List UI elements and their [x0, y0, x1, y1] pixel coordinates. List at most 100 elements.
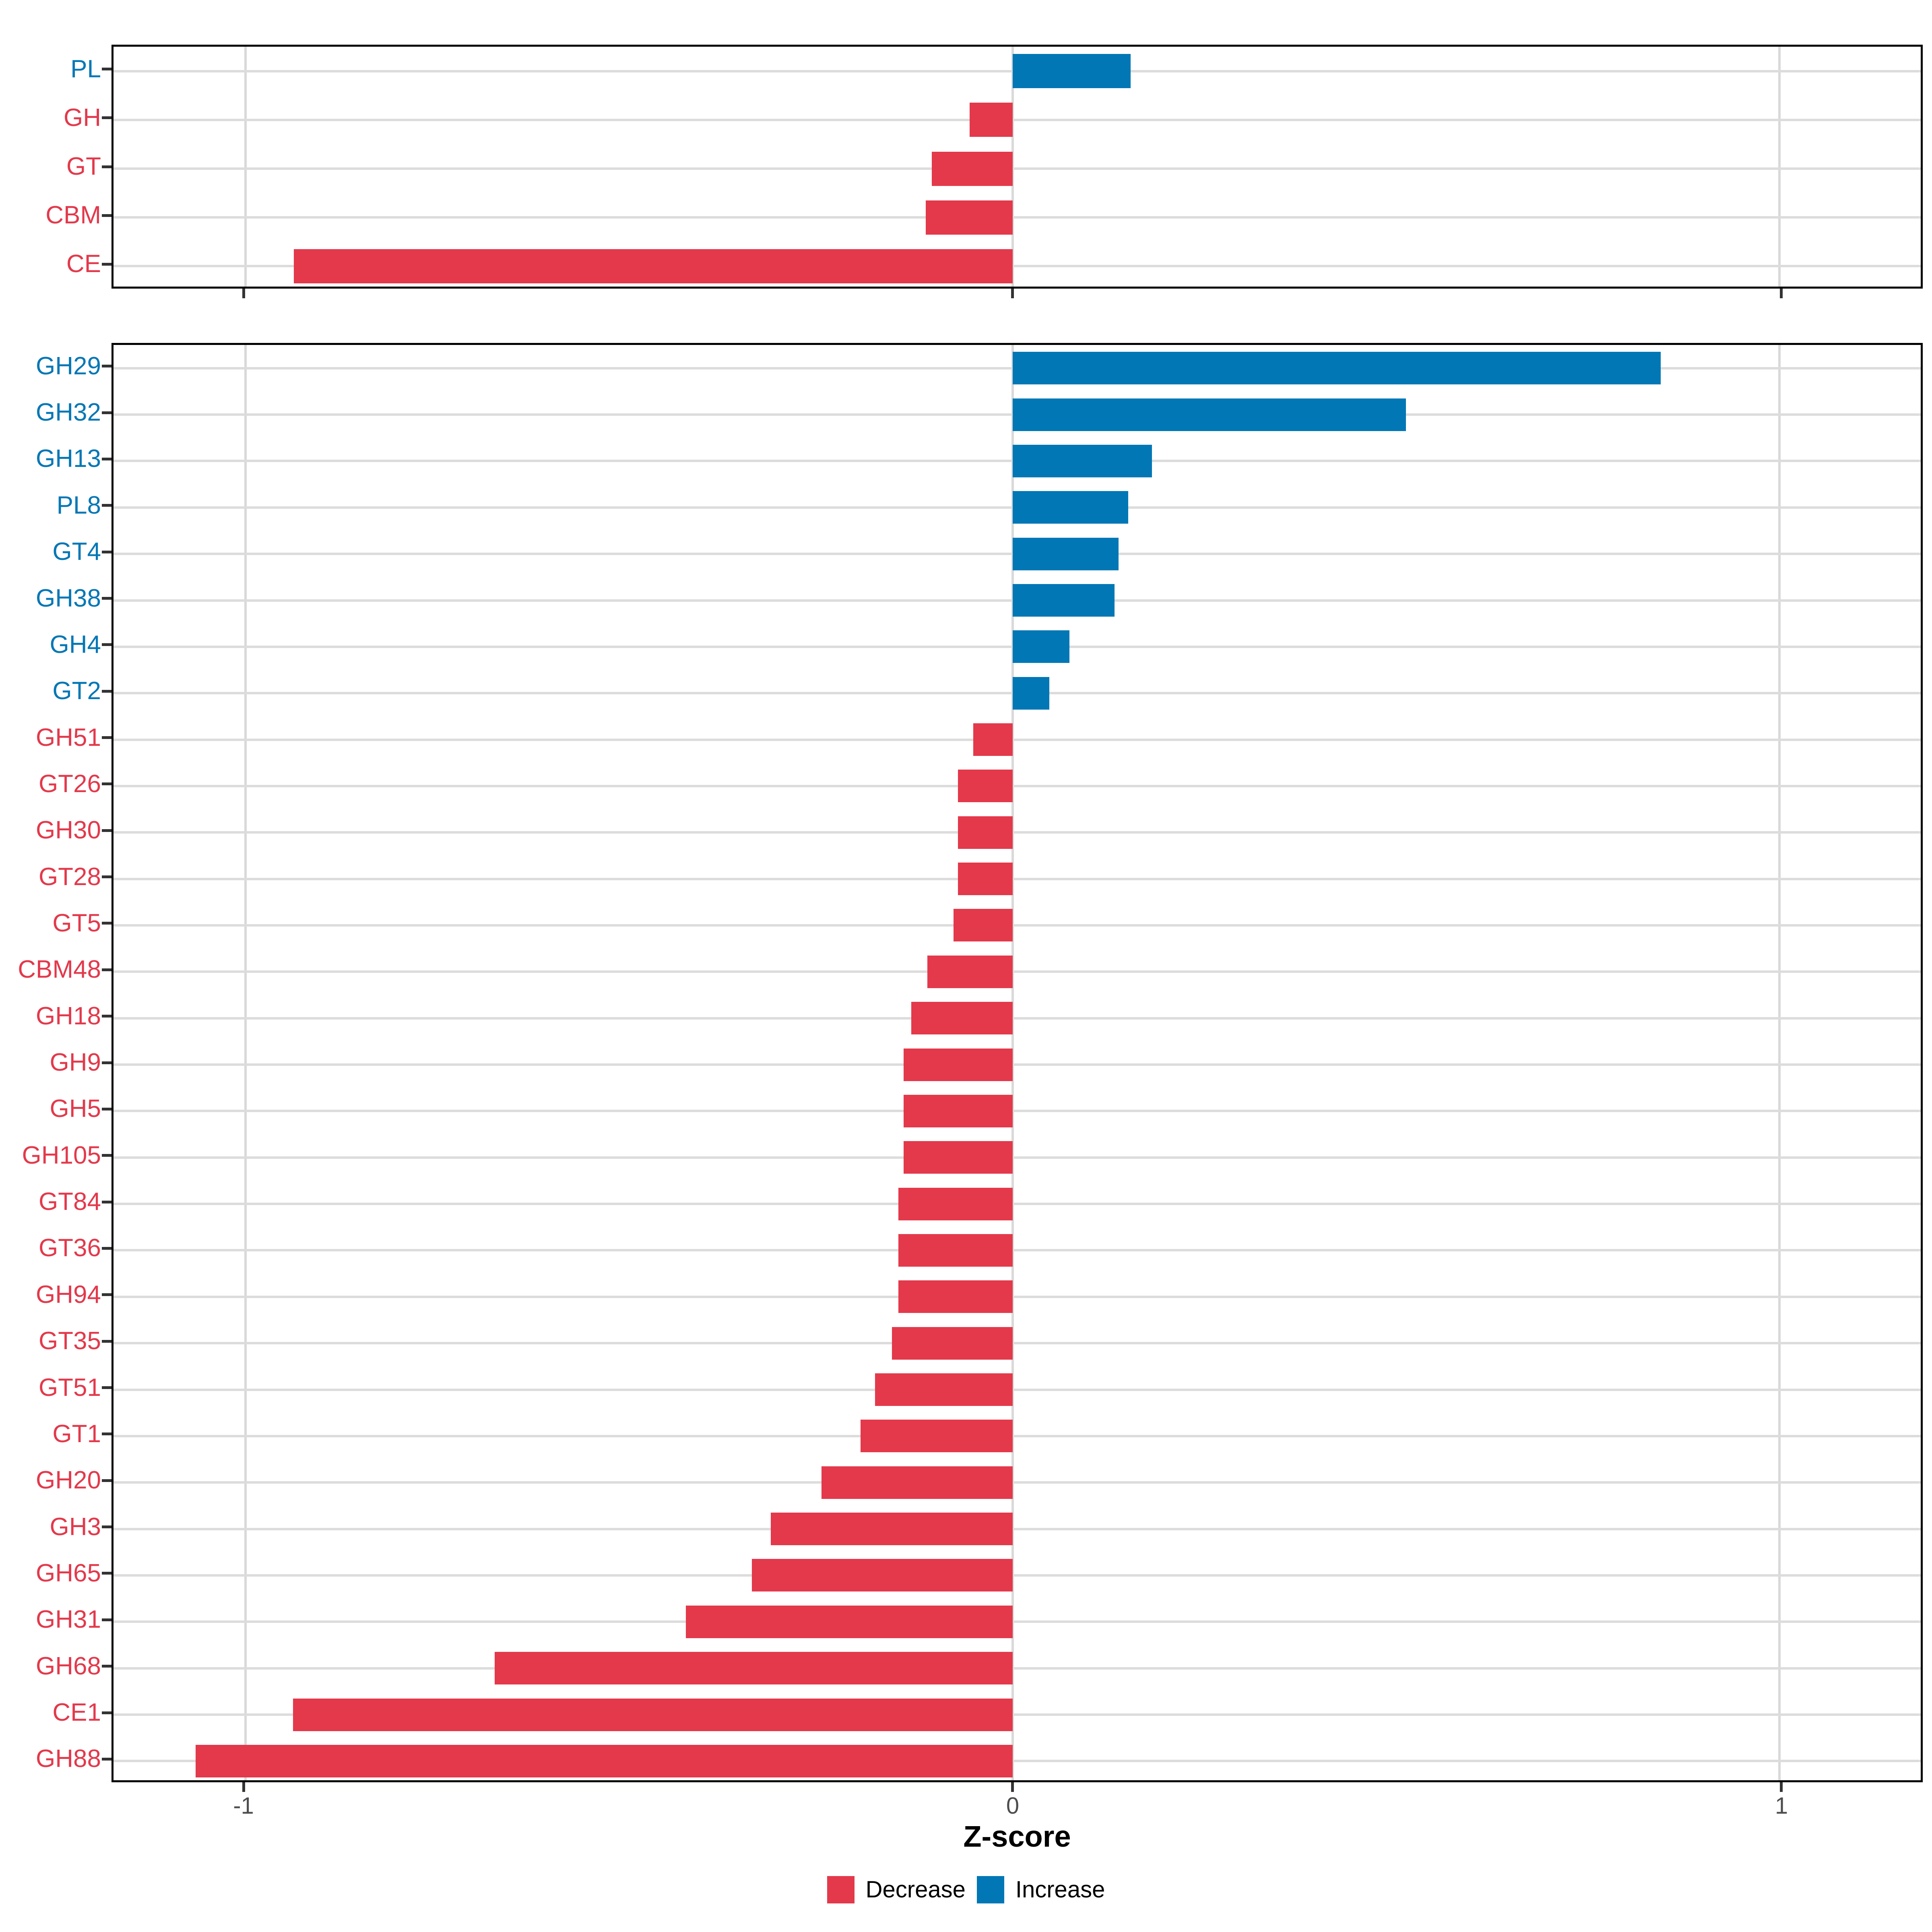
- bar-GH65: [751, 1559, 1013, 1592]
- row-label-GT35: GT35: [38, 1327, 101, 1355]
- y-axis-tick-GH68: [102, 1665, 111, 1668]
- bar-GT: [932, 151, 1013, 186]
- row-label-GH65: GH65: [36, 1559, 101, 1587]
- y-axis-tick-PL8: [102, 504, 111, 507]
- bar-GT28: [958, 863, 1013, 896]
- bar-GT26: [958, 770, 1013, 803]
- row-label-GH20: GH20: [36, 1466, 101, 1494]
- y-axis-tick-GH: [102, 116, 111, 120]
- bar-CE: [293, 249, 1013, 283]
- row-label-CE1: CE1: [52, 1699, 101, 1726]
- gridline-y-GH105: [114, 1156, 1921, 1159]
- y-axis-tick-CBM: [102, 214, 111, 217]
- gridline-x-1: [1778, 47, 1781, 287]
- row-label-GH5: GH5: [50, 1095, 101, 1123]
- bar-GH13: [1012, 444, 1152, 477]
- y-axis-tick-GH88: [102, 1757, 111, 1761]
- panel-classes: [111, 45, 1923, 289]
- bar-GH3: [771, 1513, 1013, 1545]
- bar-GH4: [1012, 630, 1069, 663]
- bar-GT36: [898, 1234, 1013, 1267]
- row-label-GH31: GH31: [36, 1606, 101, 1634]
- y-axis-tick-GH32: [102, 411, 111, 414]
- gridline-y-CBM48: [114, 970, 1921, 973]
- gridline-x-1: [1778, 345, 1781, 1780]
- bar-GT1: [861, 1420, 1013, 1453]
- legend-label-decrease: Decrease: [865, 1876, 966, 1903]
- y-axis-tick-CBM48: [102, 968, 111, 971]
- y-axis-tick-GH51: [102, 736, 111, 739]
- y-axis-tick-GT2: [102, 689, 111, 693]
- gridline-y-GH88: [114, 1760, 1921, 1763]
- gridline-y-GT36: [114, 1249, 1921, 1252]
- gridline-y-GT51: [114, 1388, 1921, 1391]
- x-tick-label-zero: 0: [1006, 1793, 1020, 1819]
- x-axis-tick-0: [1011, 289, 1014, 298]
- gridline-y-GH51: [114, 738, 1921, 741]
- bar-GT2: [1012, 677, 1049, 710]
- bar-GH94: [898, 1280, 1013, 1313]
- x-axis-tick--1: [242, 1782, 245, 1792]
- gridline-y-GH: [114, 118, 1921, 121]
- bar-GH29: [1012, 352, 1661, 385]
- gridline-y-GH20: [114, 1481, 1921, 1484]
- x-axis-title: Z-score: [963, 1820, 1071, 1853]
- row-label-GH4: GH4: [50, 630, 101, 658]
- row-label-CBM48: CBM48: [18, 956, 101, 984]
- y-axis-tick-GH105: [102, 1154, 111, 1157]
- row-label-GH88: GH88: [36, 1745, 101, 1773]
- row-label-GH51: GH51: [36, 723, 101, 751]
- y-axis-tick-GT26: [102, 782, 111, 786]
- y-axis-tick-GH13: [102, 457, 111, 460]
- row-label-GH105: GH105: [22, 1141, 101, 1169]
- row-label-GH3: GH3: [50, 1513, 101, 1541]
- y-axis-tick-CE: [102, 262, 111, 266]
- y-axis-tick-GT51: [102, 1386, 111, 1389]
- gridline-y-CE1: [114, 1713, 1921, 1716]
- bar-GH20: [822, 1466, 1013, 1499]
- gridline-y-GH68: [114, 1667, 1921, 1670]
- row-label-PL8: PL8: [56, 491, 101, 519]
- y-axis-tick-GT28: [102, 875, 111, 879]
- bar-GT5: [953, 909, 1013, 942]
- bar-PL: [1012, 54, 1131, 89]
- row-label-GH29: GH29: [36, 352, 101, 380]
- y-axis-tick-GH4: [102, 643, 111, 646]
- row-label-GT: GT: [66, 153, 101, 180]
- gridline-x--1: [244, 345, 247, 1780]
- y-axis-tick-GH31: [102, 1618, 111, 1621]
- bar-GH68: [495, 1652, 1013, 1685]
- row-label-GT2: GT2: [52, 677, 101, 705]
- row-label-CE: CE: [66, 250, 101, 278]
- gridline-y-GT84: [114, 1203, 1921, 1205]
- gridline-y-GH9: [114, 1063, 1921, 1066]
- bar-GH105: [903, 1141, 1013, 1174]
- bar-GT51: [875, 1373, 1013, 1406]
- y-axis-tick-GT84: [102, 1200, 111, 1203]
- legend-label-increase: Increase: [1015, 1876, 1105, 1903]
- bar-CBM: [926, 200, 1013, 235]
- bar-GH51: [973, 723, 1013, 756]
- bar-GH9: [903, 1048, 1013, 1081]
- gridline-x-0: [1011, 345, 1014, 1780]
- gridline-y-GT26: [114, 784, 1921, 787]
- y-axis-tick-GH94: [102, 1293, 111, 1296]
- gridline-y-GH94: [114, 1295, 1921, 1298]
- gridline-y-GT35: [114, 1342, 1921, 1345]
- bar-GH38: [1012, 584, 1115, 617]
- gridline-y-GH31: [114, 1620, 1921, 1623]
- row-label-GH94: GH94: [36, 1280, 101, 1309]
- row-label-GT36: GT36: [38, 1234, 101, 1262]
- row-label-GT5: GT5: [52, 909, 101, 937]
- y-axis-tick-GT1: [102, 1432, 111, 1436]
- row-label-GT4: GT4: [52, 538, 101, 566]
- gridline-y-GT5: [114, 924, 1921, 927]
- gridline-y-GT1: [114, 1435, 1921, 1437]
- legend-swatch-increase: [976, 1876, 1004, 1903]
- x-axis-tick--1: [242, 289, 245, 298]
- y-axis-tick-GT36: [102, 1247, 111, 1250]
- bar-GH18: [911, 1002, 1013, 1035]
- y-axis-tick-PL: [102, 68, 111, 71]
- bar-GH31: [685, 1605, 1013, 1638]
